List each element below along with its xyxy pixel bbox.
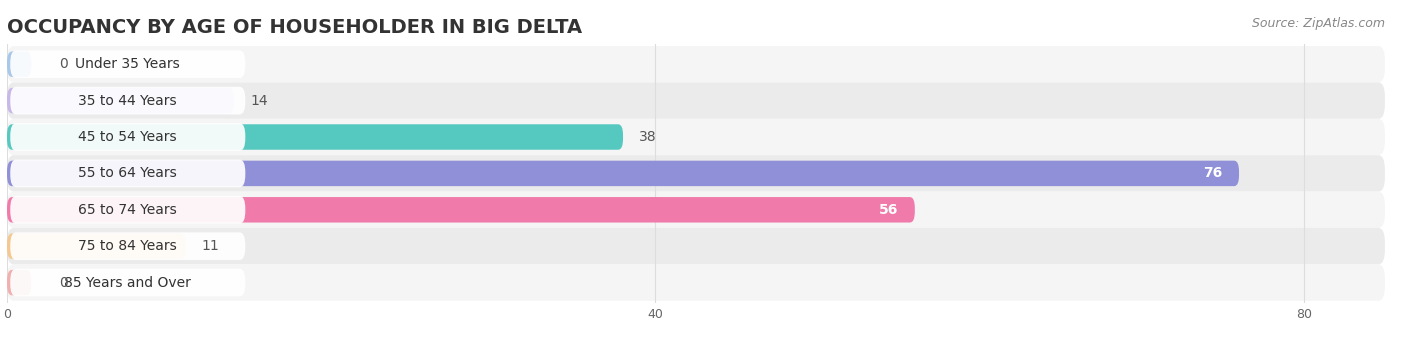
Text: Under 35 Years: Under 35 Years	[76, 57, 180, 71]
FancyBboxPatch shape	[7, 82, 1385, 119]
FancyBboxPatch shape	[10, 159, 245, 187]
FancyBboxPatch shape	[7, 197, 915, 223]
FancyBboxPatch shape	[10, 269, 245, 296]
FancyBboxPatch shape	[10, 196, 245, 224]
Text: 75 to 84 Years: 75 to 84 Years	[79, 239, 177, 253]
FancyBboxPatch shape	[7, 192, 1385, 228]
Text: OCCUPANCY BY AGE OF HOUSEHOLDER IN BIG DELTA: OCCUPANCY BY AGE OF HOUSEHOLDER IN BIG D…	[7, 18, 582, 37]
FancyBboxPatch shape	[7, 234, 186, 259]
FancyBboxPatch shape	[7, 51, 31, 77]
FancyBboxPatch shape	[7, 88, 233, 113]
Text: 11: 11	[201, 239, 219, 253]
FancyBboxPatch shape	[7, 161, 1239, 186]
FancyBboxPatch shape	[7, 155, 1385, 192]
Text: 14: 14	[250, 94, 267, 108]
Text: 38: 38	[640, 130, 657, 144]
Text: 56: 56	[879, 203, 898, 217]
Text: 45 to 54 Years: 45 to 54 Years	[79, 130, 177, 144]
FancyBboxPatch shape	[7, 119, 1385, 155]
FancyBboxPatch shape	[7, 228, 1385, 265]
FancyBboxPatch shape	[7, 265, 1385, 301]
FancyBboxPatch shape	[7, 270, 31, 295]
FancyBboxPatch shape	[10, 50, 245, 78]
Text: 55 to 64 Years: 55 to 64 Years	[79, 166, 177, 181]
FancyBboxPatch shape	[10, 232, 245, 260]
Text: 65 to 74 Years: 65 to 74 Years	[79, 203, 177, 217]
FancyBboxPatch shape	[7, 124, 623, 150]
FancyBboxPatch shape	[7, 46, 1385, 82]
Text: 0: 0	[59, 276, 67, 290]
Text: 0: 0	[59, 57, 67, 71]
FancyBboxPatch shape	[10, 87, 245, 115]
Text: 35 to 44 Years: 35 to 44 Years	[79, 94, 177, 108]
Text: 85 Years and Over: 85 Years and Over	[65, 276, 191, 290]
Text: 76: 76	[1204, 166, 1223, 181]
Text: Source: ZipAtlas.com: Source: ZipAtlas.com	[1251, 17, 1385, 30]
FancyBboxPatch shape	[10, 123, 245, 151]
